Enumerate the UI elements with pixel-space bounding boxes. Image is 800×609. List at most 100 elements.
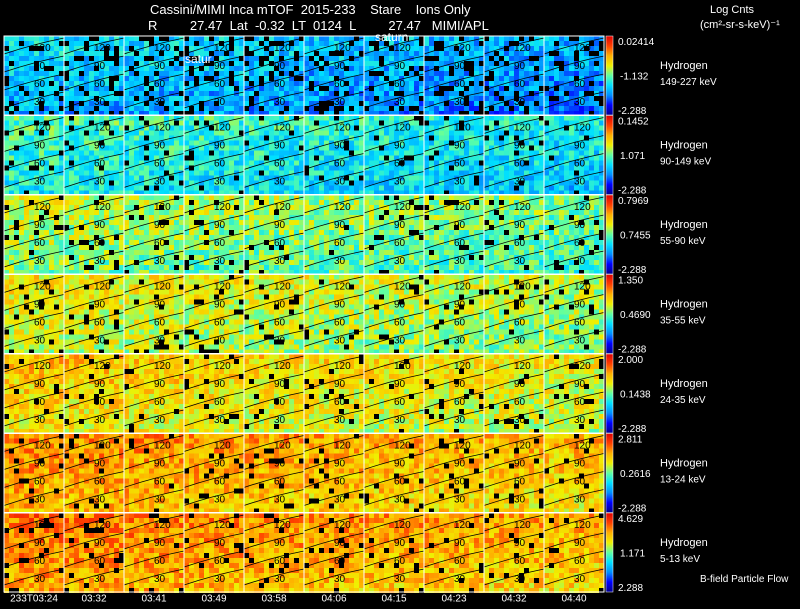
heatmap-cell: [169, 141, 174, 146]
heatmap-cell: [69, 186, 74, 191]
heatmap-cell: [434, 156, 439, 161]
heatmap-cell: [214, 171, 219, 176]
heatmap-cell: [184, 181, 189, 186]
heatmap-cell: [369, 41, 374, 46]
heatmap-cell: [314, 116, 319, 121]
heatmap-cell: [114, 51, 119, 56]
heatmap-cell: [349, 71, 354, 76]
heatmap-cell: [89, 91, 94, 96]
heatmap-cell: [499, 141, 504, 146]
heatmap-cell: [84, 66, 89, 71]
heatmap-cell: [239, 186, 244, 191]
contour-label: 90: [454, 141, 466, 152]
heatmap-cell: [599, 181, 604, 186]
heatmap-cell: [484, 181, 489, 186]
heatmap-cell: [529, 161, 534, 166]
heatmap-cell: [194, 41, 199, 46]
heatmap-cell: [34, 195, 39, 200]
contour-label: 120: [214, 202, 231, 213]
heatmap-cell: [159, 171, 164, 176]
heatmap-cell: [214, 116, 219, 121]
heatmap-cell: [194, 106, 199, 111]
heatmap-cell: [504, 121, 509, 126]
heatmap-cell: [574, 116, 579, 121]
heatmap-cell: [239, 225, 244, 230]
heatmap-cell: [109, 141, 114, 146]
heatmap-cell: [564, 156, 569, 161]
heatmap-cell: [124, 260, 129, 265]
heatmap-cell: [204, 91, 209, 96]
heatmap-cell: [104, 116, 109, 121]
heatmap-cell: [169, 245, 174, 250]
heatmap-cell: [204, 76, 209, 81]
heatmap-cell: [234, 220, 239, 225]
heatmap-cell: [424, 61, 429, 66]
heatmap-cell: [484, 91, 489, 96]
heatmap-cell: [14, 131, 19, 136]
heatmap-cell: [64, 220, 69, 225]
heatmap-cell: [24, 200, 29, 205]
heatmap-cell: [239, 240, 244, 245]
heatmap-cell: [364, 181, 369, 186]
heatmap-cell: [129, 76, 134, 81]
heatmap-cell: [299, 86, 304, 91]
heatmap-cell: [19, 131, 24, 136]
heatmap-cell: [594, 41, 599, 46]
heatmap-cell: [294, 181, 299, 186]
heatmap-cell: [354, 176, 359, 181]
heatmap-cell: [379, 171, 384, 176]
heatmap-cell: [424, 91, 429, 96]
heatmap-cell: [74, 116, 79, 121]
heatmap-cell: [9, 235, 14, 240]
heatmap-cell: [314, 186, 319, 191]
heatmap-cell: [354, 166, 359, 171]
heatmap-cell: [259, 171, 264, 176]
heatmap-cell: [324, 41, 329, 46]
heatmap-cell: [114, 166, 119, 171]
heatmap-cell: [494, 96, 499, 101]
contour-label: 60: [514, 79, 526, 90]
heatmap-cell: [174, 81, 179, 86]
heatmap-cell: [204, 71, 209, 76]
heatmap-cell: [169, 181, 174, 186]
heatmap-cell: [179, 121, 184, 126]
heatmap-cell: [254, 136, 259, 141]
heatmap-cell: [9, 36, 14, 41]
heatmap-cell: [139, 106, 144, 111]
heatmap-cell: [9, 176, 14, 181]
heatmap-cell: [294, 76, 299, 81]
heatmap-cell: [289, 71, 294, 76]
heatmap-cell: [69, 126, 74, 131]
heatmap-cell: [229, 176, 234, 181]
heatmap-cell: [264, 66, 269, 71]
heatmap-cell: [114, 76, 119, 81]
heatmap-cell: [174, 56, 179, 61]
heatmap-cell: [29, 36, 34, 41]
heatmap-cell: [144, 116, 149, 121]
heatmap-cell: [264, 210, 269, 215]
heatmap-cell: [379, 61, 384, 66]
heatmap-cell: [119, 181, 124, 186]
heatmap-cell: [439, 176, 444, 181]
heatmap-cell: [259, 151, 264, 156]
heatmap-cell: [14, 230, 19, 235]
heatmap-cell: [284, 195, 289, 200]
heatmap-cell: [314, 71, 319, 76]
heatmap-cell: [29, 195, 34, 200]
heatmap-cell: [499, 76, 504, 81]
contour-label: 90: [274, 61, 286, 72]
heatmap-cell: [59, 61, 64, 66]
heatmap-cell: [124, 81, 129, 86]
heatmap-cell: [434, 91, 439, 96]
heatmap-cell: [69, 96, 74, 101]
heatmap-cell: [229, 96, 234, 101]
heatmap-cell: [54, 181, 59, 186]
heatmap-cell: [294, 131, 299, 136]
heatmap-cell: [354, 146, 359, 151]
heatmap-cell: [599, 41, 604, 46]
heatmap-cell: [64, 181, 69, 186]
contour-label: 30: [94, 97, 106, 108]
heatmap-cell: [289, 96, 294, 101]
contour-label: 30: [394, 177, 406, 188]
heatmap-cell: [594, 61, 599, 66]
